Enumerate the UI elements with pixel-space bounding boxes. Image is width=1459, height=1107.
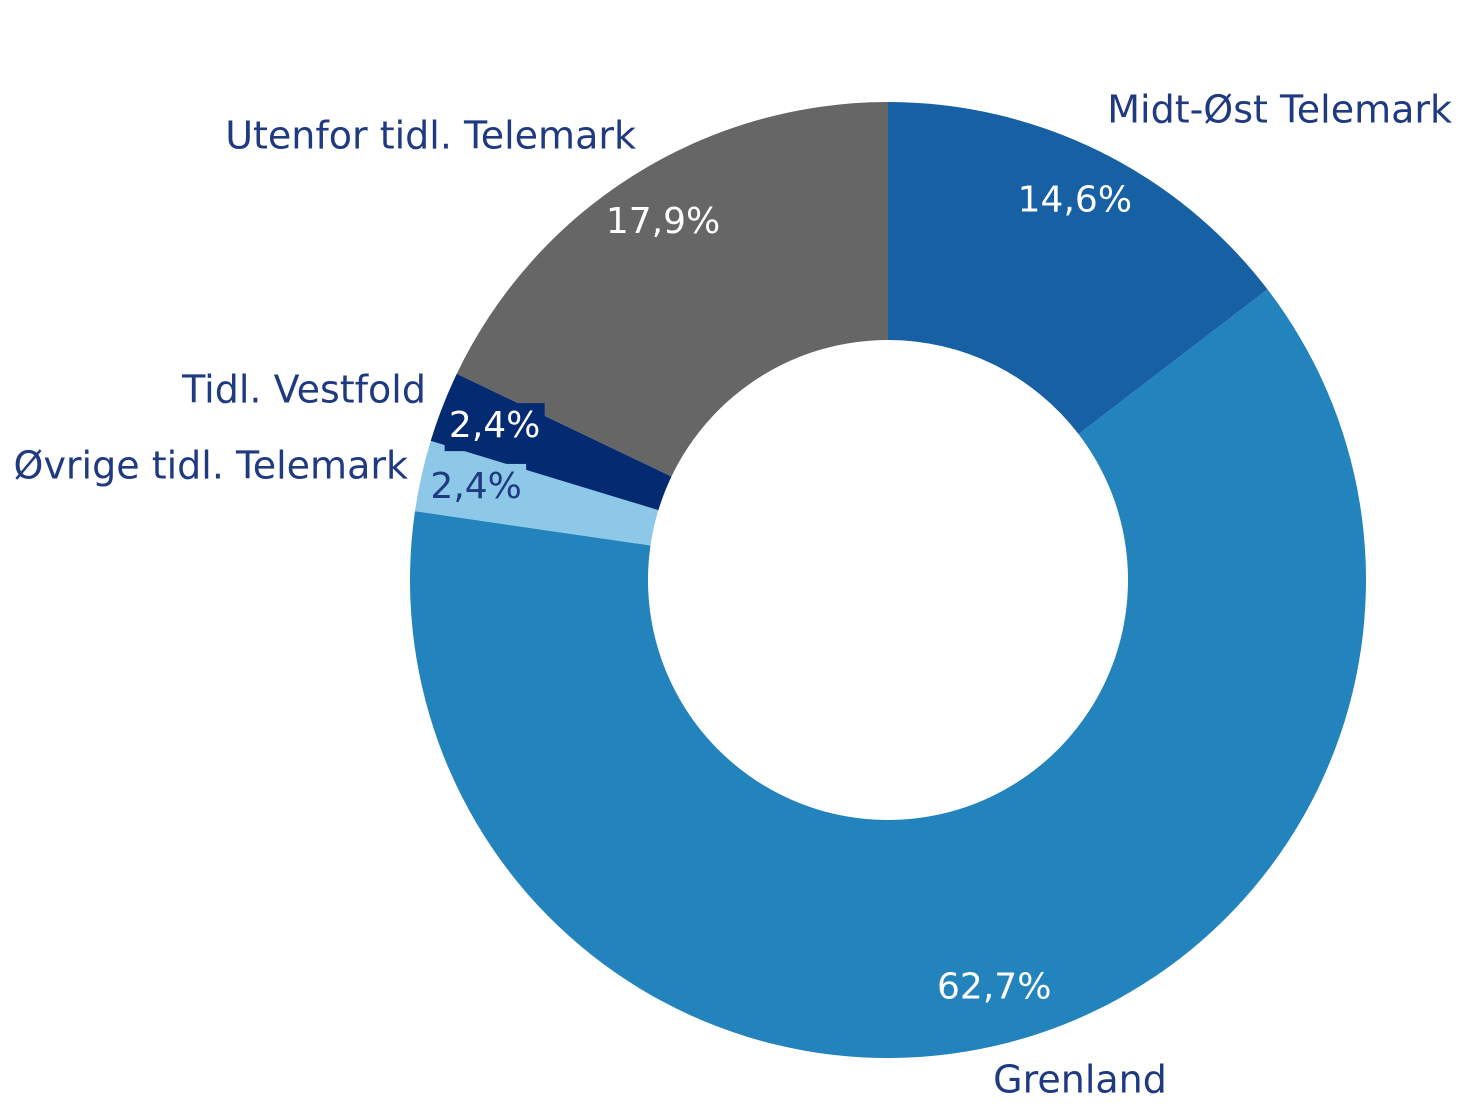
category-label: Tidl. Vestfold [181,368,426,412]
slice [888,102,1268,435]
value-label: 62,7% [937,966,1051,1007]
category-label: Midt-Øst Telemark [1107,88,1452,132]
category-label: Utenfor tidl. Telemark [225,114,636,158]
category-label: Øvrige tidl. Telemark [14,444,408,488]
value-label-box [444,403,545,452]
slice [409,289,1367,1059]
slice [456,102,888,477]
value-label: 2,4% [449,405,540,446]
value-label: 17,9% [606,201,720,242]
value-label: 14,6% [1018,180,1132,221]
value-label: 2,4% [430,466,521,507]
category-label: Grenland [993,1058,1167,1102]
value-label-box [426,463,527,512]
